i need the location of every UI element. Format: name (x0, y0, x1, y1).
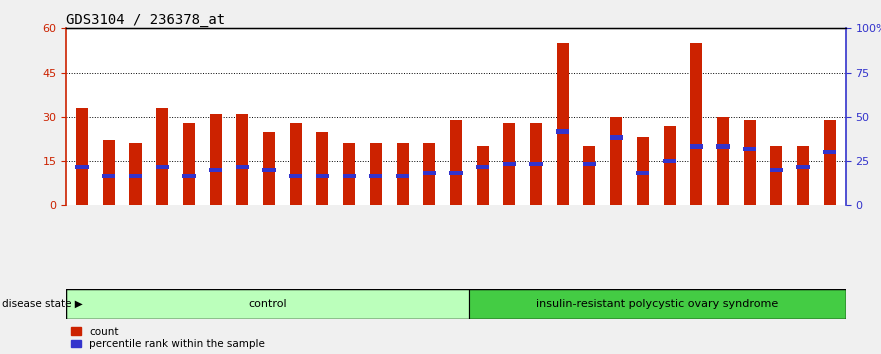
Bar (450, 120, 462, 205)
Bar (824, 120, 836, 205)
Text: GDS3104 / 236378_at: GDS3104 / 236378_at (66, 13, 226, 27)
Bar (102, 173, 115, 178)
Bar (396, 173, 409, 178)
Bar (717, 117, 729, 205)
Bar (423, 143, 435, 205)
Bar (744, 120, 756, 205)
Bar (530, 123, 542, 205)
Bar (263, 168, 276, 172)
Bar (611, 117, 622, 205)
Bar (236, 114, 248, 205)
Bar (823, 150, 836, 154)
Bar (370, 143, 381, 205)
Bar (182, 173, 196, 178)
Bar (130, 143, 142, 205)
Bar (156, 165, 169, 169)
Bar (316, 132, 329, 205)
Bar (477, 146, 489, 205)
Bar (556, 129, 569, 134)
Legend: count, percentile rank within the sample: count, percentile rank within the sample (71, 327, 265, 349)
Bar (470, 289, 846, 319)
Text: insulin-resistant polycystic ovary syndrome: insulin-resistant polycystic ovary syndr… (537, 298, 779, 309)
Bar (209, 168, 222, 172)
Bar (369, 173, 382, 178)
Bar (103, 141, 115, 205)
Bar (690, 43, 702, 205)
Bar (289, 173, 302, 178)
Text: disease state ▶: disease state ▶ (2, 298, 83, 309)
Bar (236, 165, 249, 169)
Bar (423, 171, 436, 175)
Bar (503, 123, 515, 205)
Bar (183, 123, 195, 205)
Bar (66, 289, 470, 319)
Bar (796, 165, 810, 169)
Bar (583, 146, 596, 205)
Bar (290, 123, 301, 205)
Bar (263, 132, 275, 205)
Bar (663, 126, 676, 205)
Bar (76, 165, 89, 169)
Bar (156, 108, 168, 205)
Bar (770, 146, 782, 205)
Bar (76, 108, 88, 205)
Bar (610, 135, 623, 140)
Bar (343, 173, 356, 178)
Bar (797, 146, 809, 205)
Bar (716, 144, 729, 149)
Bar (129, 173, 142, 178)
Bar (315, 173, 329, 178)
Bar (583, 162, 596, 166)
Bar (476, 165, 489, 169)
Bar (503, 162, 516, 166)
Bar (396, 143, 409, 205)
Bar (636, 171, 649, 175)
Bar (743, 147, 756, 152)
Bar (210, 114, 222, 205)
Bar (637, 137, 648, 205)
Bar (690, 144, 703, 149)
Bar (770, 168, 783, 172)
Bar (529, 162, 543, 166)
Bar (557, 43, 569, 205)
Bar (343, 143, 355, 205)
Bar (663, 159, 676, 163)
Text: control: control (248, 298, 287, 309)
Bar (449, 171, 463, 175)
